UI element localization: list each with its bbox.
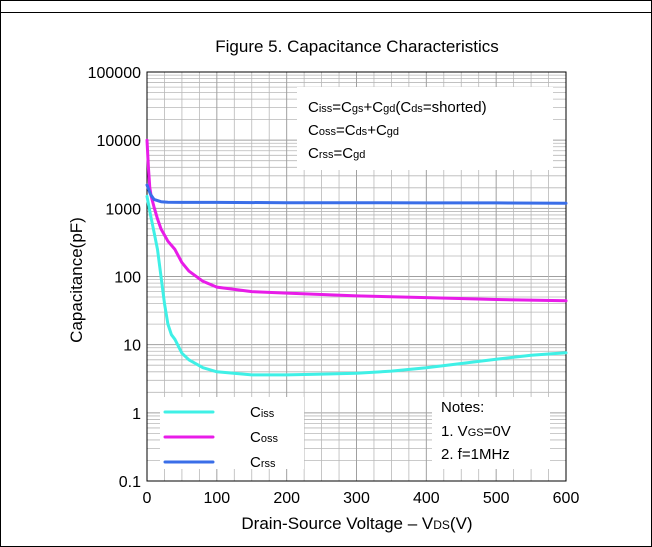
formula-box [297,87,553,170]
x-tick-label: 200 [273,490,300,507]
formula-annotation: Ciss=Cgs+Cgd(Cds=shorted) Coss=Cds+Cgd Crs… [308,99,487,162]
y-tick-label: 10 [123,338,141,355]
legend-label-oss: Coss [250,429,278,446]
series-line-iss [145,194,568,377]
plot-area [146,71,567,482]
x-tick-labels: 0 100 200 300 400 500 600 [143,490,580,507]
series-lines [145,138,568,377]
legend-label-rss: Crss [250,454,276,471]
top-border-strip [0,0,652,13]
y-tick-label: 0.1 [119,474,141,491]
x-tick-label: 500 [483,490,510,507]
legend-label-iss: Ciss [250,404,275,421]
x-tick-label: 600 [553,490,580,507]
y-axis-label: Capacitance(pF) [67,217,86,343]
chart-title: Figure 5. Capacitance Characteristics [215,37,498,56]
y-tick-labels: 0.1 1 10 100 1000 10000 100000 [88,65,141,491]
series-line-rss [145,183,568,205]
note-1: 1. VGS=0V [441,423,511,440]
x-tick-label: 100 [203,490,230,507]
formula-line: Coss=Cds+Cgd [308,122,399,139]
formula-line: Ciss=Cgs+Cgd(Cds=shorted) [308,99,487,116]
legend: Ciss Coss Crss [163,404,278,471]
note-2: 2. f=1MHz [441,446,510,463]
x-tick-label: 0 [143,490,152,507]
notes-annotation: Notes: 1. VGS=0V 2. f=1MHz [441,399,511,463]
y-tick-label: 100000 [88,65,141,82]
notes-title: Notes: [441,399,484,416]
x-tick-label: 300 [343,490,370,507]
formula-line: Crss=Cgd [308,145,365,162]
y-tick-label: 1 [132,406,141,423]
y-tick-label: 10000 [97,133,142,150]
legend-box [160,397,304,469]
notes-box [432,397,550,469]
x-tick-label: 400 [413,490,440,507]
x-axis-label-text: Drain-Source Voltage – VDS(V) [241,514,472,533]
y-tick-label: 1000 [105,201,141,218]
x-axis-label: Drain-Source Voltage – VDS(V) [241,514,472,533]
y-tick-label: 100 [114,270,141,287]
